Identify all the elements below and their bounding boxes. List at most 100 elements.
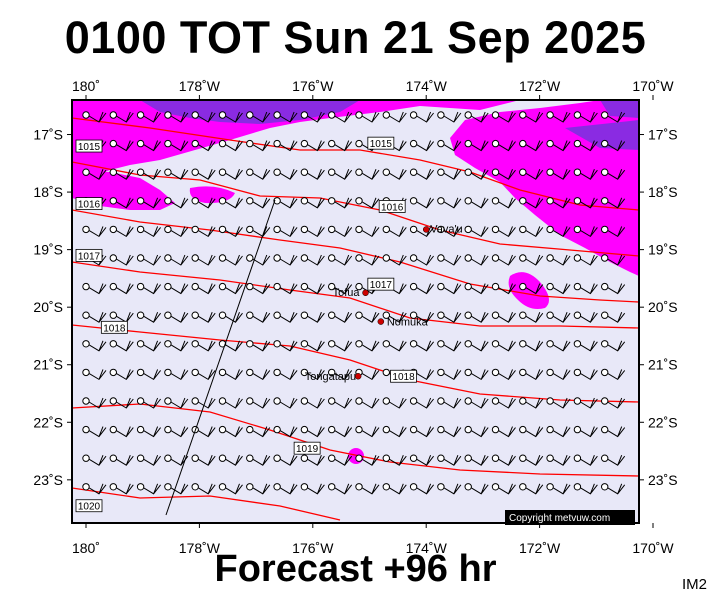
- lat-label-right: 17˚S: [648, 127, 678, 143]
- wind-barb-icon: [164, 139, 189, 152]
- wind-barb-icon: [300, 454, 325, 466]
- copyright-badge: [505, 510, 635, 525]
- wind-barb-icon: [519, 139, 544, 152]
- wind-barb-icon: [546, 397, 571, 409]
- wind-barb-icon: [573, 168, 598, 180]
- wind-barb-icon: [300, 397, 325, 409]
- chart-title: 0100 TOT Sun 21 Sep 2025: [64, 12, 647, 63]
- wind-barb-icon: [382, 254, 407, 266]
- wind-barb-icon: [300, 282, 325, 295]
- wind-barb-icon: [573, 225, 598, 238]
- wind-barb-icon: [491, 311, 516, 323]
- wind-barb-icon: [191, 139, 216, 152]
- lat-label-left: 22˚S: [33, 414, 63, 430]
- wind-barb-icon: [191, 168, 216, 180]
- wind-barb-icon: [355, 225, 380, 238]
- wind-barb-icon: [491, 254, 516, 266]
- isobar-label: 1015: [78, 142, 101, 153]
- wind-barb-icon: [437, 340, 462, 352]
- wind-barb-icon: [246, 139, 271, 152]
- wind-barb-icon: [82, 282, 107, 295]
- wind-barb-icon: [136, 168, 161, 180]
- wind-barb-icon: [464, 139, 489, 152]
- wind-barb-icon: [191, 483, 216, 495]
- wind-barb-icon: [601, 454, 626, 466]
- wind-barb-icon: [464, 454, 489, 466]
- wind-barb-icon: [382, 425, 407, 438]
- red-dot-icon: [377, 318, 385, 325]
- wind-barb-icon: [601, 197, 626, 209]
- wind-barb-icon: [382, 311, 407, 323]
- wind-barb-icon: [546, 168, 571, 180]
- wind-barb-icon: [136, 425, 161, 438]
- wind-barb-icon: [519, 397, 544, 409]
- lon-label-top: 178˚W: [179, 78, 221, 94]
- wind-barb-icon: [328, 311, 353, 323]
- wind-barb-icon: [464, 282, 489, 295]
- wind-barb-icon: [409, 282, 434, 295]
- wind-barb-icon: [218, 397, 243, 409]
- isobar-label: 1017: [78, 251, 101, 262]
- wind-barb-icon: [601, 368, 626, 381]
- wind-barb-icon: [109, 197, 134, 209]
- wind-barb-icon: [328, 340, 353, 352]
- wind-barb-icon: [164, 483, 189, 495]
- wind-barb-icon: [437, 225, 462, 238]
- wind-barb-icon: [409, 425, 434, 438]
- wind-barb-icon: [437, 454, 462, 466]
- wind-barb-icon: [601, 483, 626, 495]
- wind-barb-icon: [601, 168, 626, 180]
- wind-barb-icon: [246, 168, 271, 180]
- wind-barb-icon: [273, 225, 298, 238]
- lon-label-bottom: 180˚: [72, 540, 100, 556]
- wind-barb-icon: [382, 340, 407, 352]
- lat-label-left: 20˚S: [33, 299, 63, 315]
- lon-label-bottom: 178˚W: [179, 540, 221, 556]
- wind-barb-icon: [109, 483, 134, 495]
- wind-barb-icon: [491, 397, 516, 409]
- isobar-label: 1019: [296, 444, 319, 455]
- wind-barb-icon: [546, 340, 571, 352]
- wind-barb-icon: [300, 368, 325, 381]
- wind-barb-icon: [82, 225, 107, 238]
- wind-barb-icon: [573, 368, 598, 381]
- wind-barb-icon: [491, 225, 516, 238]
- wind-barb-icon: [246, 454, 271, 466]
- wind-barb-icon: [273, 282, 298, 295]
- wind-barb-icon: [191, 454, 216, 466]
- wind-barb-icon: [246, 368, 271, 381]
- isobar-label-box: [100, 320, 128, 334]
- wind-barb-icon: [355, 397, 380, 409]
- isobar-label: 1015: [370, 139, 393, 150]
- wind-barb-icon: [191, 340, 216, 352]
- wind-barb-icon: [136, 197, 161, 209]
- wind-barb-icon: [601, 340, 626, 352]
- wind-barb-icon: [437, 368, 462, 381]
- wind-barb-icon: [300, 168, 325, 180]
- wind-barb-icon: [218, 254, 243, 266]
- wind-barb-icon: [218, 168, 243, 180]
- wind-barb-icon: [136, 397, 161, 409]
- wind-barb-icon: [491, 454, 516, 466]
- wind-barb-icon: [328, 282, 353, 295]
- wind-barb-icon: [164, 340, 189, 352]
- wind-barb-icon: [437, 311, 462, 323]
- wind-barb-icon: [218, 425, 243, 438]
- wind-barb-icon: [246, 425, 271, 438]
- wind-barb-icon: [109, 139, 134, 152]
- wind-barb-icon: [273, 168, 298, 180]
- wind-barb-icon: [491, 368, 516, 381]
- wind-barb-icon: [519, 454, 544, 466]
- wind-barb-icon: [546, 111, 571, 123]
- heavy-rain-east: [600, 100, 639, 118]
- wind-barb-icon: [191, 368, 216, 381]
- wind-barb-icon: [328, 425, 353, 438]
- wind-barb-icon: [136, 483, 161, 495]
- isobar-label-box: [75, 499, 103, 513]
- wind-barb-icon: [546, 254, 571, 266]
- wind-barb-icon: [437, 111, 462, 123]
- lon-label-top: 170˚W: [632, 78, 674, 94]
- lat-label-right: 22˚S: [648, 414, 678, 430]
- wind-barb-icon: [136, 111, 161, 123]
